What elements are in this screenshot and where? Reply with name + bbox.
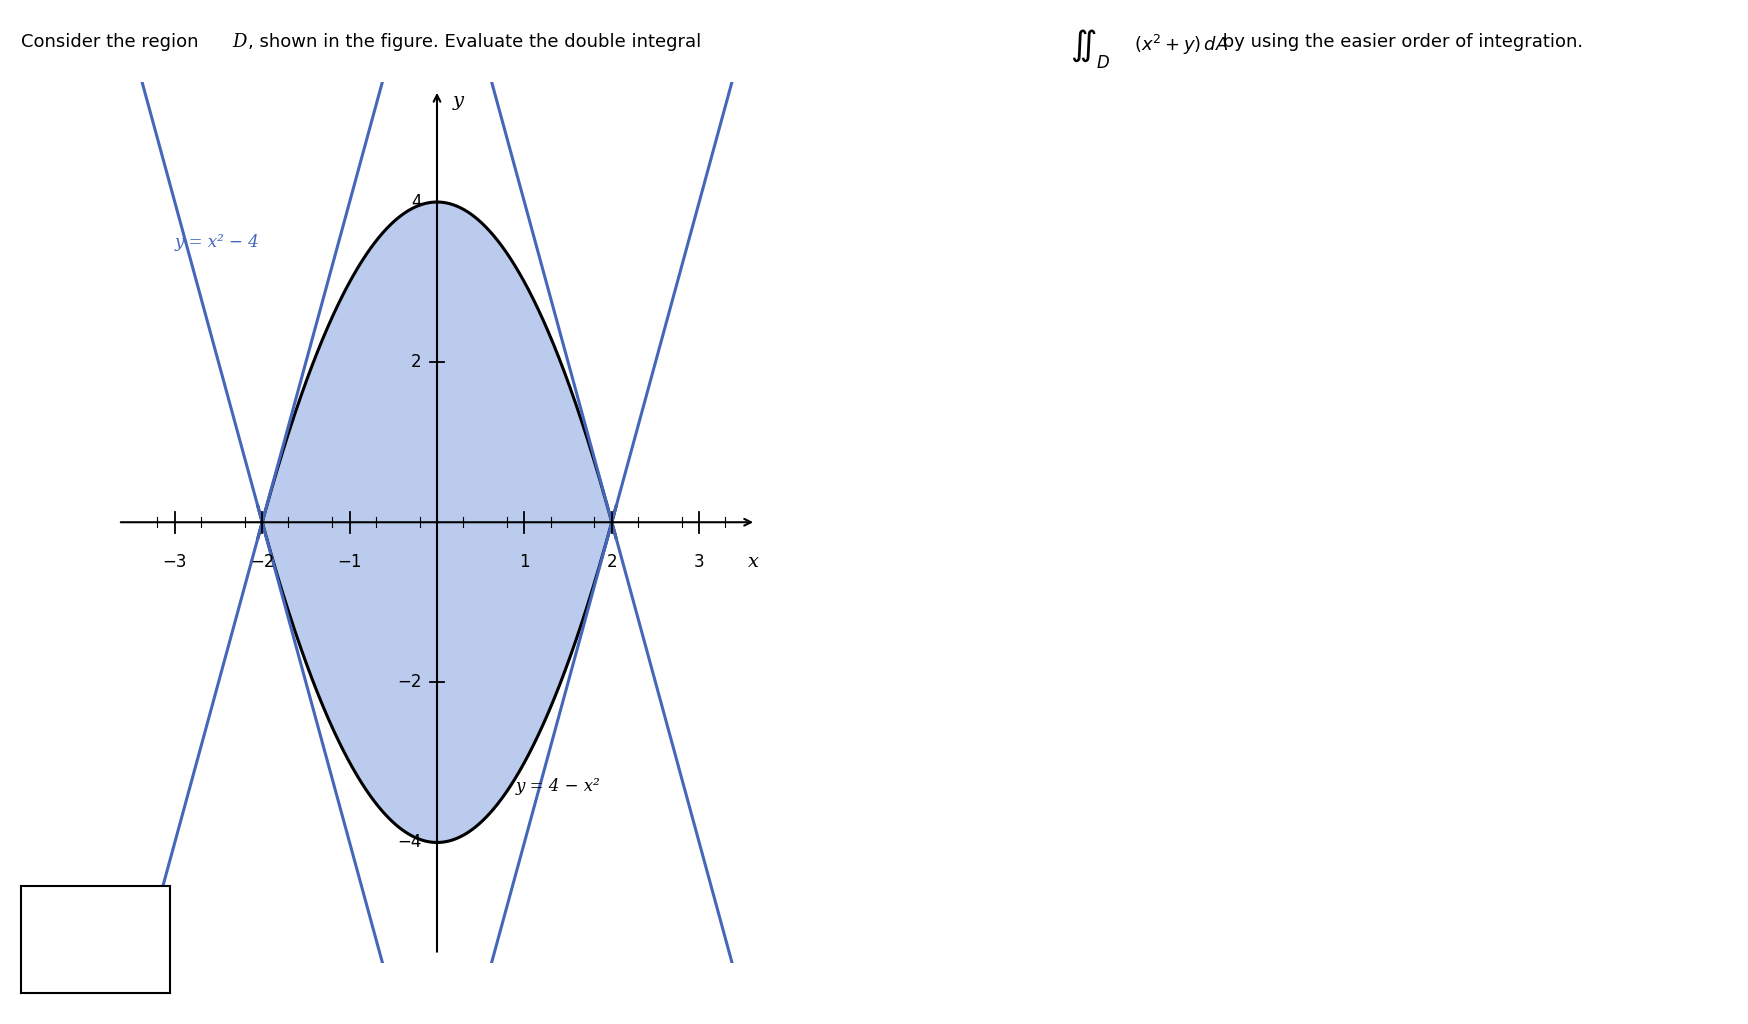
Text: −4: −4 xyxy=(397,834,421,852)
Text: $(x^2 + y)\, dA$: $(x^2 + y)\, dA$ xyxy=(1134,33,1229,57)
Text: y = 4 − x²: y = 4 − x² xyxy=(516,778,600,795)
Text: Consider the region: Consider the region xyxy=(21,33,205,51)
Text: y: y xyxy=(453,91,463,110)
Text: D: D xyxy=(232,33,246,51)
Text: −2: −2 xyxy=(250,553,274,570)
Text: , shown in the figure. Evaluate the double integral: , shown in the figure. Evaluate the doub… xyxy=(248,33,701,51)
Text: −1: −1 xyxy=(337,553,362,570)
Text: 1: 1 xyxy=(519,553,530,570)
Text: x: x xyxy=(748,553,759,570)
Text: 2: 2 xyxy=(411,353,421,371)
Text: −2: −2 xyxy=(397,674,421,691)
Text: by using the easier order of integration.: by using the easier order of integration… xyxy=(1217,33,1582,51)
Text: 4: 4 xyxy=(411,193,421,211)
Text: 3: 3 xyxy=(694,553,704,570)
Text: $\iint_D$: $\iint_D$ xyxy=(1070,28,1110,72)
Text: −3: −3 xyxy=(163,553,187,570)
Text: y = x² − 4: y = x² − 4 xyxy=(175,233,259,251)
Text: 2: 2 xyxy=(607,553,617,570)
